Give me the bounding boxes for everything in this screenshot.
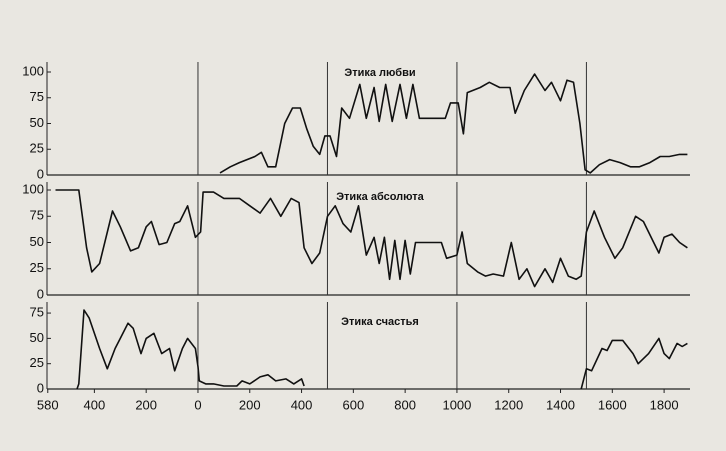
x-tick-label: 200 <box>239 397 261 412</box>
x-tick-label: 1200 <box>494 397 523 412</box>
data-line <box>219 73 688 174</box>
panel-title: Этика счастья <box>341 316 419 328</box>
y-tick-label: 50 <box>30 330 44 345</box>
y-tick-label: 0 <box>37 380 44 395</box>
y-tick-label: 100 <box>22 181 44 196</box>
panel-title: Этика любви <box>344 67 415 79</box>
y-tick-label: 50 <box>30 115 44 130</box>
y-tick-label: 75 <box>30 89 44 104</box>
x-tick-label: 1400 <box>546 397 575 412</box>
x-tick-label: 0 <box>194 397 201 412</box>
y-tick-label: 25 <box>30 260 44 275</box>
x-tick-label: 1000 <box>442 397 471 412</box>
y-tick-label: 50 <box>30 234 44 249</box>
x-tick-label: 600 <box>342 397 364 412</box>
x-tick-label: 580 <box>37 397 59 412</box>
data-line <box>76 309 688 390</box>
y-tick-label: 0 <box>37 286 44 301</box>
y-tick-label: 100 <box>22 63 44 78</box>
y-tick-label: 75 <box>30 208 44 223</box>
x-tick-label: 400 <box>291 397 313 412</box>
x-tick-label: 1600 <box>598 397 627 412</box>
y-tick-label: 75 <box>30 305 44 320</box>
panel-title: Этика абсолюта <box>336 191 424 203</box>
y-tick-label: 0 <box>37 166 44 181</box>
x-tick-label: 800 <box>394 397 416 412</box>
data-line <box>55 189 688 288</box>
y-tick-label: 25 <box>30 355 44 370</box>
y-tick-label: 25 <box>30 141 44 156</box>
x-tick-label: 1800 <box>650 397 679 412</box>
x-tick-label: 200 <box>135 397 157 412</box>
x-tick-label: 400 <box>84 397 106 412</box>
